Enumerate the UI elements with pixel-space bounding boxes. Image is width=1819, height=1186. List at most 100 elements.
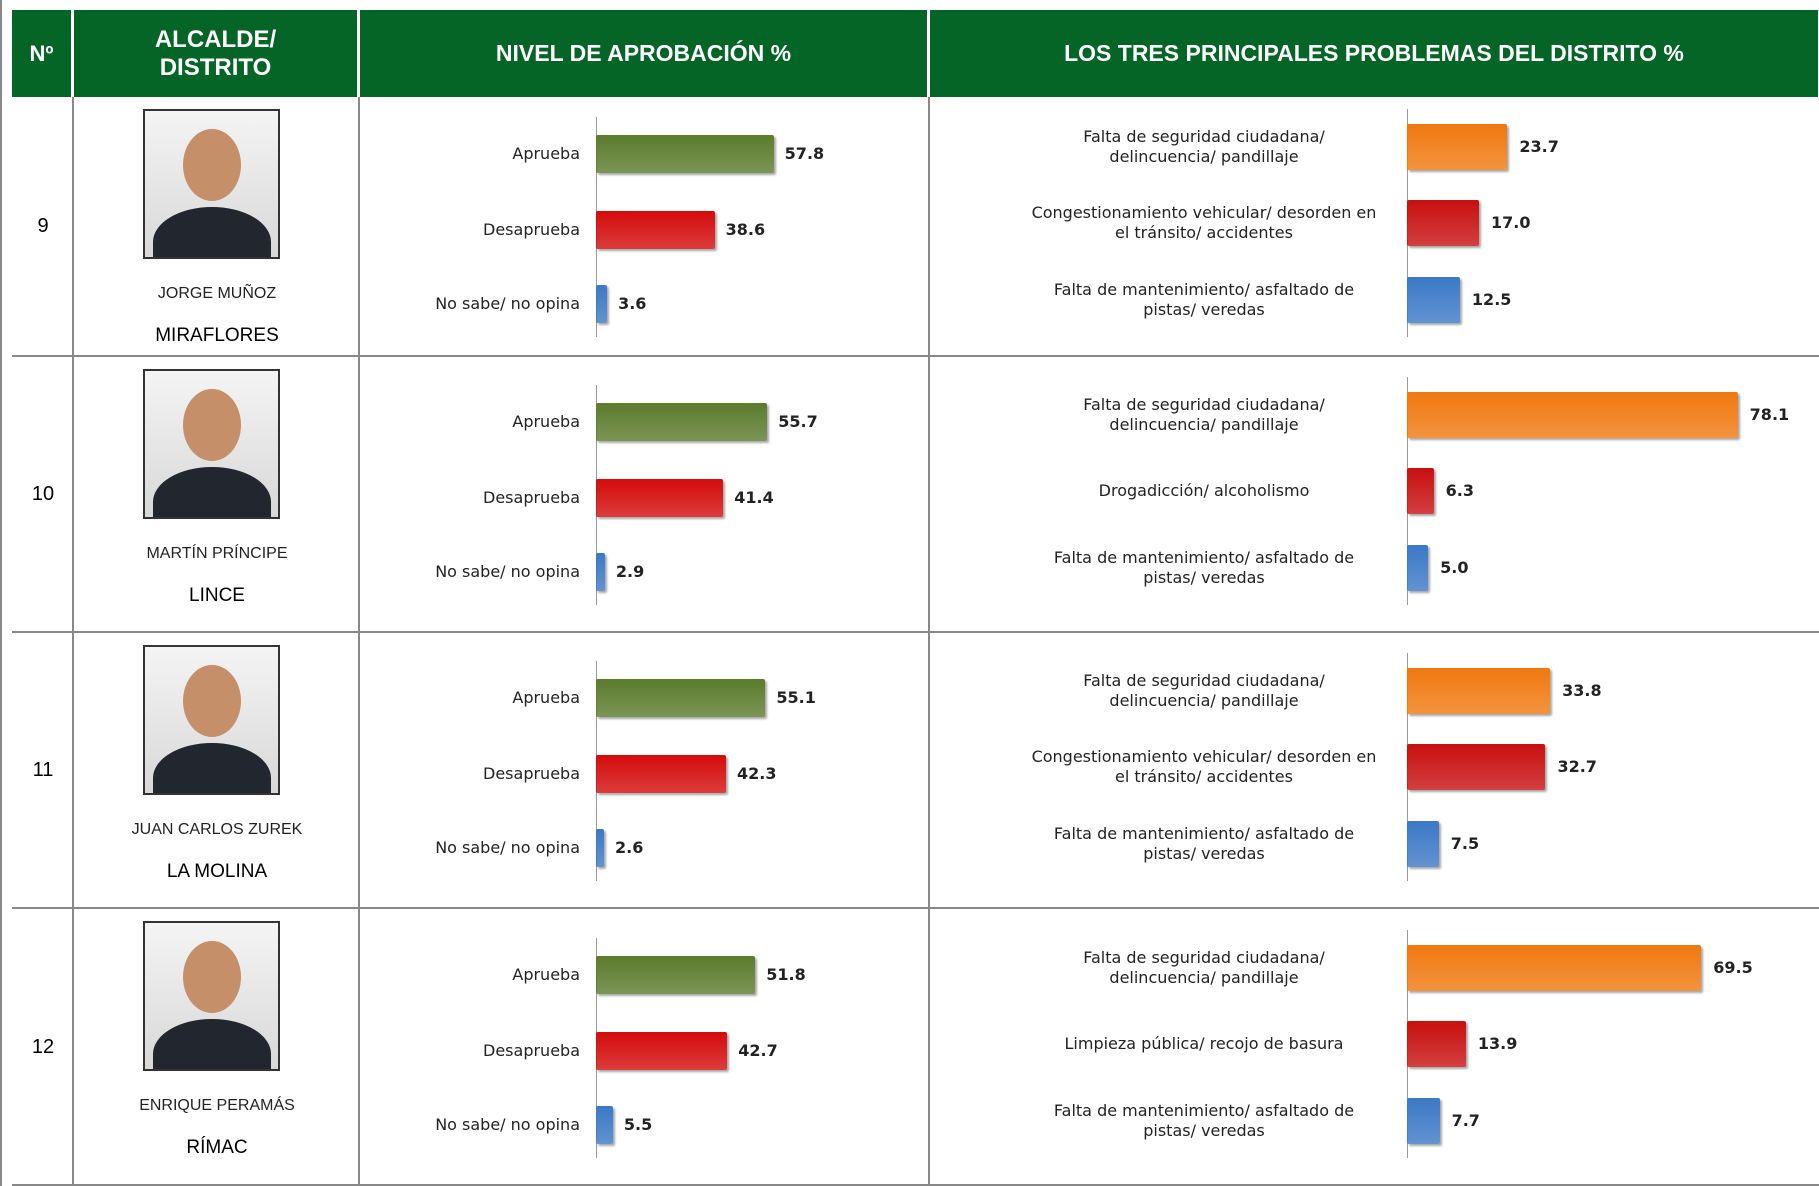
table-cell — [360, 97, 930, 357]
row-number: 9 — [37, 215, 49, 237]
district-name: RÍMAC — [186, 1137, 248, 1158]
bar — [596, 829, 604, 867]
category-label: Falta de seguridad ciudadana/ delincuenc… — [1083, 395, 1325, 434]
category-label: No sabe/ no opina — [435, 838, 580, 857]
table-cell — [12, 97, 74, 357]
table-cell — [360, 909, 930, 1186]
header-cell: Nº — [12, 10, 74, 97]
photo — [143, 109, 280, 259]
photo — [143, 645, 280, 795]
district-name: MIRAFLORES — [155, 325, 279, 346]
bar — [1407, 468, 1434, 514]
bar — [1407, 944, 1702, 991]
bar — [1407, 124, 1508, 170]
value-label: 13.9 — [1477, 1033, 1518, 1053]
category-label: Falta de mantenimiento/ asfaltado de pis… — [1053, 280, 1355, 319]
value-label: 78.1 — [1749, 405, 1790, 424]
photo-body — [153, 743, 271, 793]
value-label: 38.6 — [725, 220, 766, 239]
category-label: No sabe/ no opina — [435, 562, 580, 581]
category-label: Falta de mantenimiento/ asfaltado de pis… — [1053, 824, 1355, 863]
category-label: Falta de seguridad ciudadana/ delincuenc… — [1083, 671, 1325, 710]
bar — [596, 1105, 613, 1144]
value-label: 42.3 — [737, 764, 777, 783]
district-name: LINCE — [189, 585, 245, 606]
table-cell — [74, 357, 360, 633]
mayor-name: JUAN CARLOS ZUREK — [131, 821, 303, 838]
value-label: 57.8 — [784, 144, 825, 163]
category-label: No sabe/ no opina — [435, 1114, 580, 1134]
value-label: 33.8 — [1562, 681, 1602, 700]
table-cell — [12, 909, 74, 1186]
value-label: 51.8 — [766, 964, 806, 984]
photo — [143, 369, 280, 519]
category-label: No sabe/ no opina — [435, 294, 580, 313]
category-label: Falta de seguridad ciudadana/ delincuenc… — [1083, 947, 1325, 987]
value-label: 42.7 — [738, 1040, 778, 1060]
table-cell — [12, 357, 74, 633]
district-name: LA MOLINA — [166, 861, 268, 882]
header-cell: NIVEL DE APROBACIÓN % — [360, 10, 930, 97]
table-cell — [930, 633, 1819, 909]
bar — [1407, 744, 1546, 790]
photo-head — [183, 941, 241, 1013]
category-label: Falta de mantenimiento/ asfaltado de pis… — [1053, 548, 1355, 587]
table-cell — [930, 357, 1819, 633]
bar — [596, 211, 715, 249]
table-cell — [74, 633, 360, 909]
mayor-name: JORGE MUÑOZ — [157, 285, 277, 302]
category-label: Desaprueba — [483, 764, 580, 783]
photo-body — [153, 1019, 271, 1069]
category-label: Aprueba — [512, 144, 580, 163]
bar — [1407, 392, 1738, 438]
category-label: Congestionamiento vehicular/ desorden en… — [1031, 203, 1377, 242]
bar — [1407, 821, 1439, 867]
header-cell: ALCALDE/ DISTRITO — [74, 10, 360, 97]
photo-head — [183, 389, 241, 461]
value-label: 23.7 — [1519, 137, 1559, 156]
value-label: 7.5 — [1450, 834, 1480, 853]
bar — [596, 1031, 728, 1070]
mayor-name: MARTÍN PRÍNCIPE — [146, 545, 288, 562]
bar — [596, 553, 605, 591]
table-cell — [12, 633, 74, 909]
bar — [596, 479, 724, 517]
row-number: 11 — [32, 759, 54, 781]
table-cell — [360, 357, 930, 633]
bar — [596, 955, 756, 994]
category-label: Desaprueba — [483, 1040, 580, 1060]
category-label: Aprueba — [512, 688, 580, 707]
bar — [596, 285, 608, 323]
bar — [1407, 200, 1479, 246]
bar — [596, 755, 727, 793]
value-label: 12.5 — [1471, 290, 1512, 309]
value-label: 41.4 — [734, 488, 774, 507]
bar — [1407, 1020, 1466, 1067]
category-label: Drogadicción/ alcoholismo — [1098, 481, 1310, 500]
category-label: Limpieza pública/ recojo de basura — [1064, 1033, 1344, 1053]
value-label: 2.9 — [615, 562, 645, 581]
row-number: 12 — [31, 1035, 55, 1058]
bar — [596, 403, 768, 441]
category-label: Desaprueba — [483, 488, 580, 507]
photo-body — [153, 467, 271, 517]
bar — [1407, 1097, 1440, 1144]
value-label: 17.0 — [1490, 213, 1531, 232]
category-label: Aprueba — [512, 964, 580, 984]
photo-head — [183, 129, 241, 201]
category-label: Aprueba — [512, 412, 580, 431]
bar — [1407, 545, 1429, 591]
value-label: 5.0 — [1440, 558, 1469, 577]
header-cell: LOS TRES PRINCIPALES PROBLEMAS DEL DISTR… — [930, 10, 1819, 97]
table-cell — [74, 97, 360, 357]
bar — [1407, 277, 1460, 323]
photo — [143, 921, 280, 1071]
value-label: 55.7 — [778, 412, 818, 431]
bar — [596, 679, 766, 717]
value-label: 2.6 — [614, 838, 644, 857]
value-label: 69.5 — [1713, 957, 1753, 977]
value-label: 5.5 — [623, 1114, 653, 1134]
category-label: Desaprueba — [483, 220, 580, 239]
